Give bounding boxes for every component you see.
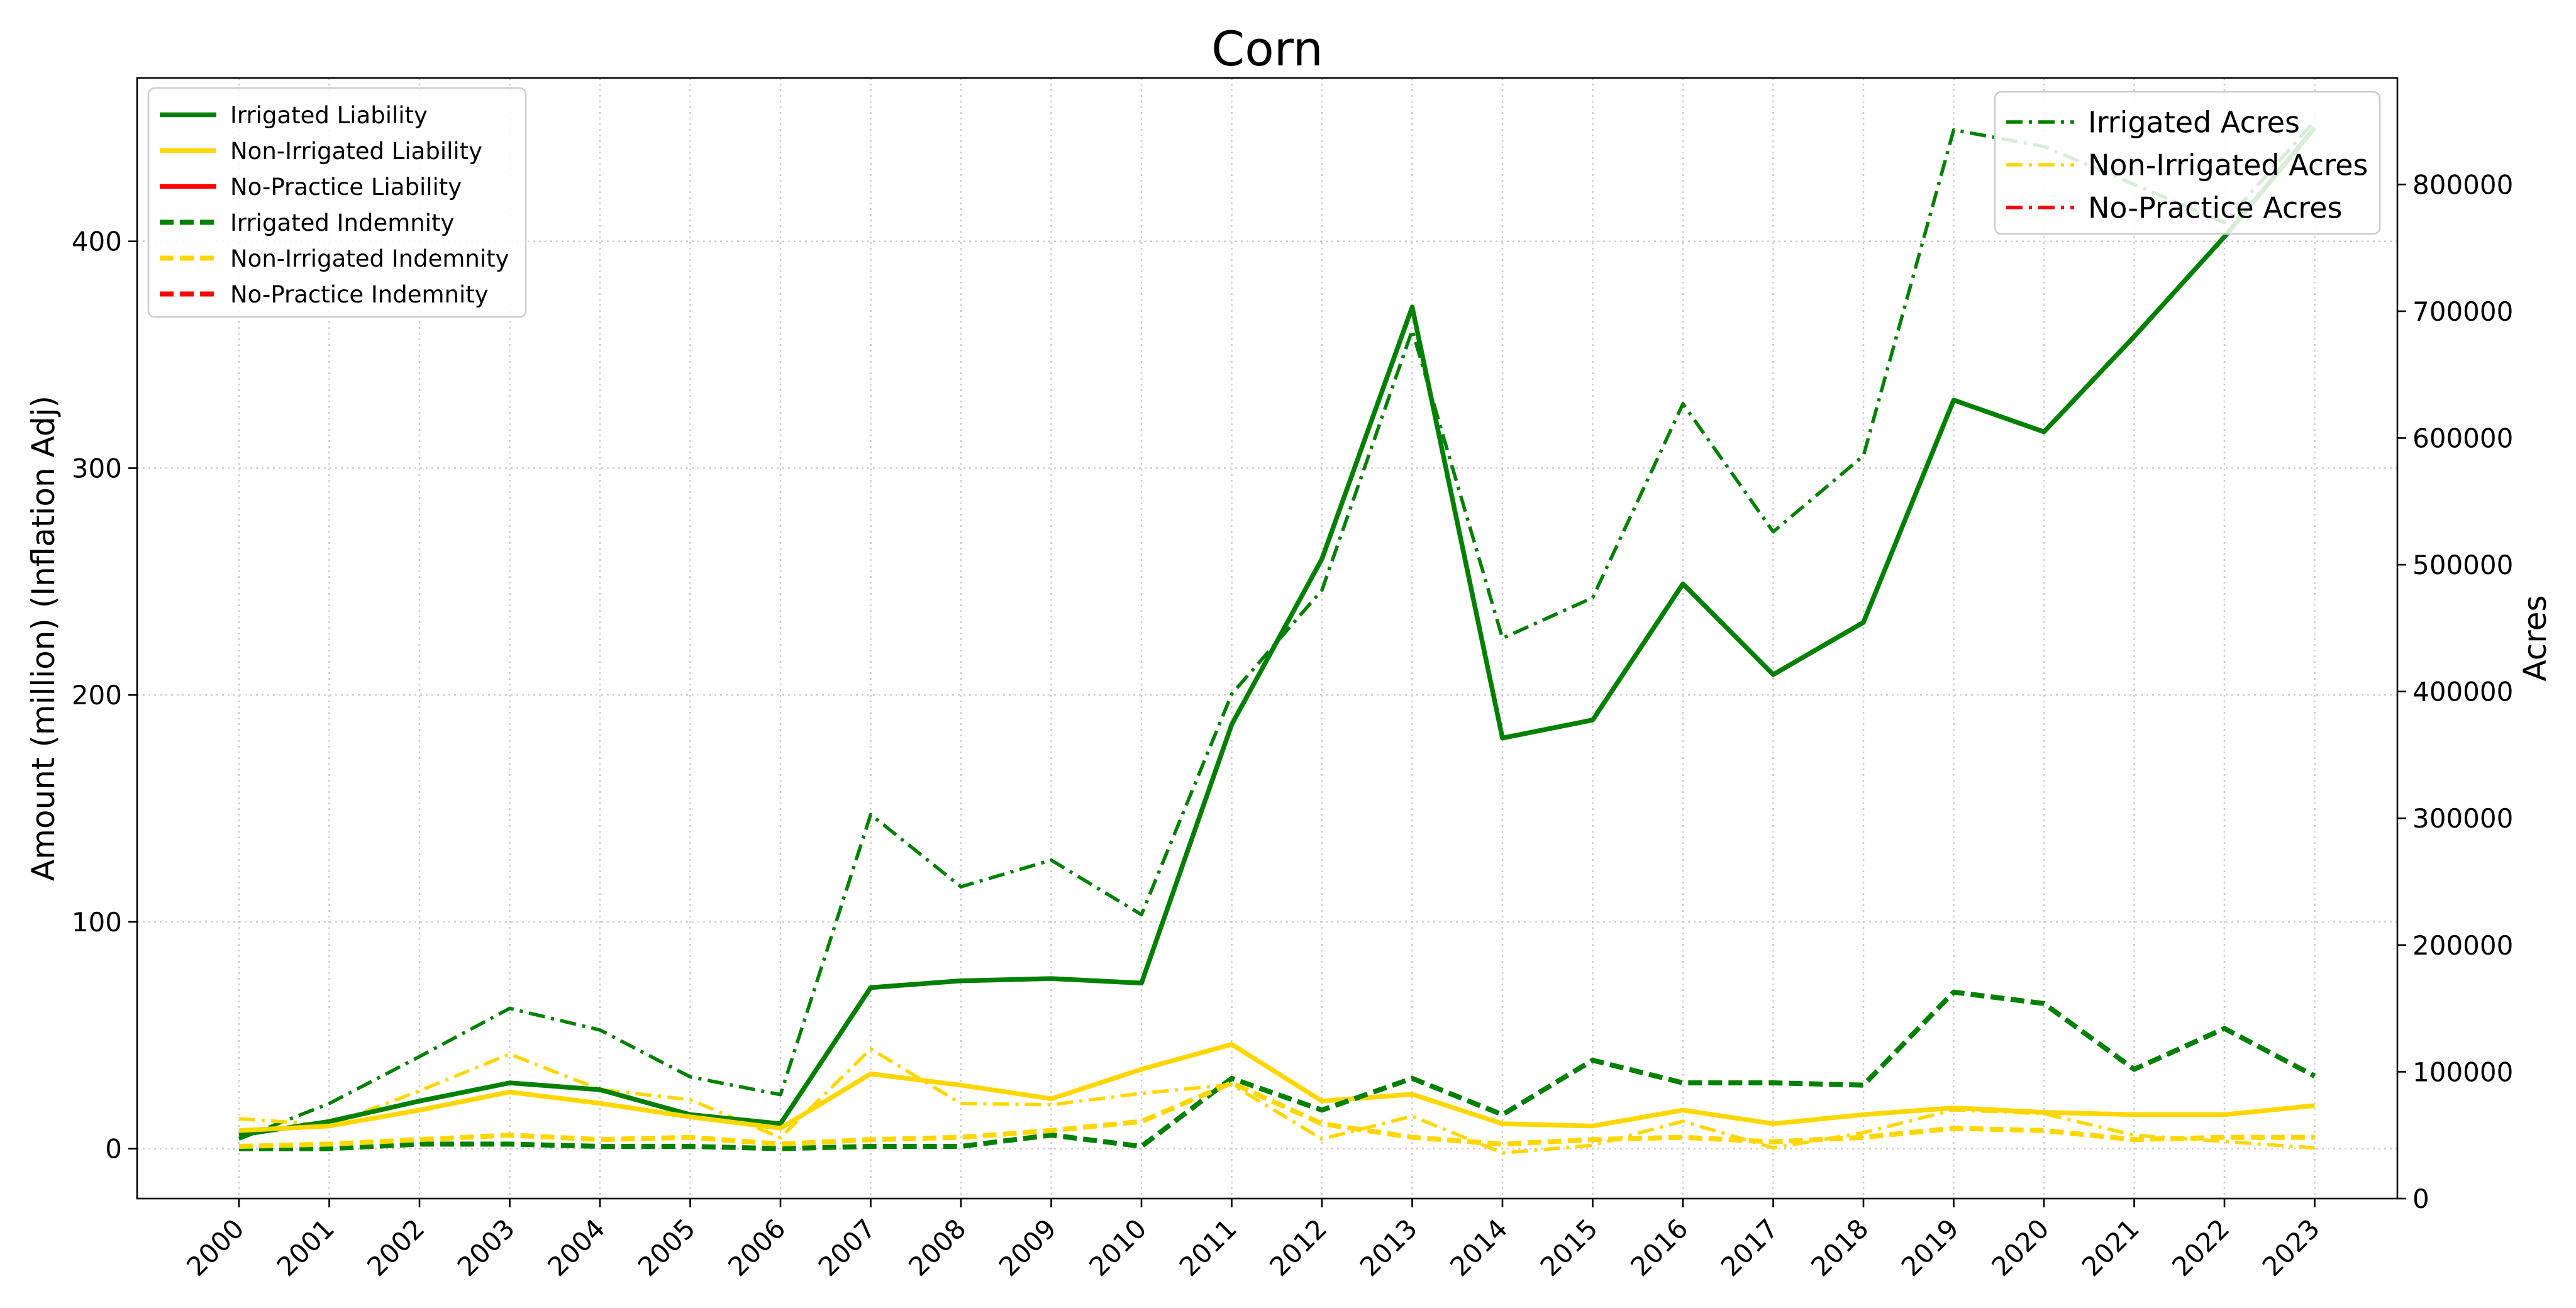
x-tick-label: 2021 bbox=[2076, 1213, 2145, 1282]
y2-tick-label: 0 bbox=[2412, 1183, 2429, 1214]
y-tick-label: 300 bbox=[72, 453, 122, 484]
legend-left: Irrigated Liability Non-Irrigated Liabili… bbox=[147, 87, 527, 318]
x-tick-label: 2014 bbox=[1444, 1213, 1513, 1282]
legend-right: Irrigated Acres Non-Irrigated Acres No-Pra… bbox=[1994, 91, 2381, 235]
y2-tick-label: 100000 bbox=[2412, 1056, 2513, 1087]
plot-frame bbox=[136, 77, 2399, 1200]
legend-label: Irrigated Acres bbox=[2088, 106, 2300, 140]
y-tick-label: 400 bbox=[72, 226, 122, 257]
x-tick-label: 2020 bbox=[1985, 1213, 2055, 1282]
x-tick-label: 2012 bbox=[1263, 1213, 1333, 1282]
legend-label: No-Practice Acres bbox=[2088, 191, 2342, 225]
x-tick-label: 2023 bbox=[2257, 1213, 2326, 1282]
x-tick-label: 2001 bbox=[271, 1213, 340, 1282]
x-tick-label: 2002 bbox=[361, 1213, 430, 1282]
x-tick-label: 2007 bbox=[813, 1213, 882, 1282]
x-tick-label: 2006 bbox=[722, 1213, 791, 1282]
y2-tick-label: 200000 bbox=[2412, 930, 2513, 961]
series-layer bbox=[238, 119, 2317, 1155]
series-line-non-irrigated-liability bbox=[238, 1041, 2315, 1133]
x-tick-label: 2004 bbox=[541, 1213, 611, 1282]
legend-frame bbox=[147, 87, 527, 318]
legend-label: Non-Irrigated Indemnity bbox=[230, 245, 509, 272]
y2-tick-label: 600000 bbox=[2412, 423, 2513, 453]
x-tick-label: 2022 bbox=[2166, 1213, 2235, 1282]
x-tick-label: 2013 bbox=[1354, 1213, 1423, 1282]
y2-tick-label: 400000 bbox=[2412, 677, 2513, 707]
y-axis-label: Amount (million) (Inflation Adj) bbox=[25, 396, 62, 881]
series-line-non-irrigated-acres bbox=[238, 1047, 2315, 1155]
y2-tick-label: 500000 bbox=[2412, 550, 2513, 580]
x-tick-label: 2018 bbox=[1805, 1213, 1874, 1282]
legend-label: No-Practice Indemnity bbox=[230, 281, 489, 308]
chart-title: Corn bbox=[1211, 21, 1323, 77]
legend-label: Non-Irrigated Liability bbox=[230, 138, 482, 165]
legend-label: Irrigated Liability bbox=[230, 102, 428, 129]
x-tick-label: 2017 bbox=[1715, 1213, 1784, 1282]
y2-tick-label: 800000 bbox=[2412, 169, 2513, 200]
x-tick-label: 2011 bbox=[1174, 1213, 1243, 1282]
legend-label: Irrigated Indemnity bbox=[230, 209, 454, 236]
y2-tick-label: 700000 bbox=[2412, 296, 2513, 327]
y2-axis-label: Acres bbox=[2517, 595, 2553, 681]
series-line-irrigated-acres bbox=[238, 119, 2316, 1141]
x-tick-label: 2009 bbox=[993, 1213, 1062, 1282]
grid bbox=[137, 78, 2397, 1199]
x-tick-label: 2008 bbox=[902, 1213, 972, 1282]
x-tick-label: 2015 bbox=[1535, 1213, 1604, 1282]
y-tick-label: 200 bbox=[72, 680, 122, 711]
legend-frame bbox=[1994, 91, 2381, 235]
legend-label: Non-Irrigated Acres bbox=[2088, 148, 2368, 182]
x-tick-label: 2019 bbox=[1896, 1213, 1965, 1282]
x-tick-label: 2003 bbox=[452, 1213, 521, 1282]
x-tick-label: 2005 bbox=[632, 1213, 701, 1282]
y-tick-label: 0 bbox=[105, 1134, 122, 1165]
y-tick-label: 100 bbox=[72, 907, 122, 938]
y2-tick-label: 300000 bbox=[2412, 803, 2513, 834]
series-line-non-irrigated-indemnity bbox=[238, 1080, 2315, 1149]
x-tick-label: 2010 bbox=[1083, 1213, 1152, 1282]
legend-label: No-Practice Liability bbox=[230, 174, 462, 201]
series-line-irrigated-liability bbox=[238, 126, 2317, 1138]
series-line-irrigated-indemnity bbox=[239, 989, 2316, 1151]
x-tick-label: 2000 bbox=[180, 1213, 250, 1282]
x-tick-label: 2016 bbox=[1624, 1213, 1694, 1282]
